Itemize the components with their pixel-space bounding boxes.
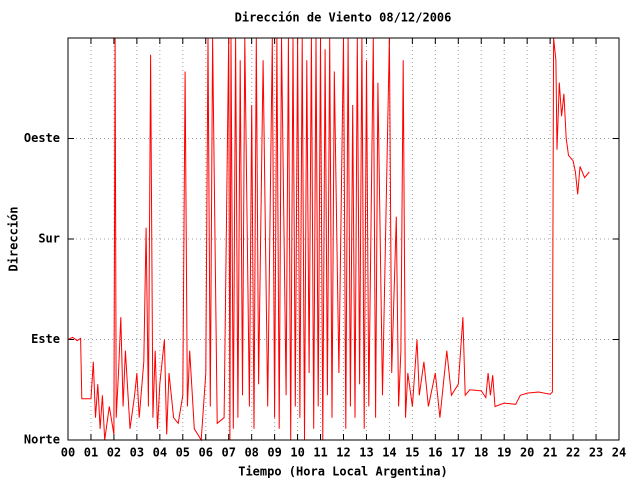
- x-tick-label: 01: [84, 446, 98, 460]
- data-line: [67, 37, 590, 442]
- chart-title: Dirección de Viento 08/12/2006: [235, 11, 452, 25]
- plot-border: [67, 37, 620, 441]
- y-tick-label: Oeste: [24, 131, 60, 145]
- x-tick-label: 08: [244, 446, 258, 460]
- x-tick-label: 07: [221, 446, 235, 460]
- x-tick-label: 17: [451, 446, 465, 460]
- x-tick-label: 16: [428, 446, 442, 460]
- y-axis-label: Dirección: [7, 206, 21, 271]
- x-tick-label: 20: [520, 446, 534, 460]
- x-tick-label: 02: [107, 446, 121, 460]
- x-tick-label: 18: [474, 446, 488, 460]
- x-tick-label: 03: [130, 446, 144, 460]
- y-tick-label: Este: [31, 332, 60, 346]
- x-tick-label: 12: [336, 446, 350, 460]
- x-tick-label: 13: [359, 446, 373, 460]
- x-tick-label: 19: [497, 446, 511, 460]
- x-tick-label: 10: [290, 446, 304, 460]
- x-tick-label: 00: [61, 446, 75, 460]
- x-tick-label: 11: [313, 446, 327, 460]
- x-tick-label: 06: [199, 446, 213, 460]
- x-axis-label: Tiempo (Hora Local Argentina): [238, 465, 448, 479]
- x-tick-label: 15: [405, 446, 419, 460]
- x-tick-label: 24: [612, 446, 626, 460]
- x-tick-label: 09: [267, 446, 281, 460]
- y-tick-label: Sur: [38, 232, 60, 246]
- x-tick-label: 21: [543, 446, 557, 460]
- x-tick-label: 22: [566, 446, 580, 460]
- x-tick-label: 14: [382, 446, 396, 460]
- y-tick-label: Norte: [24, 433, 60, 447]
- x-tick-label: 23: [589, 446, 603, 460]
- x-tick-label: 05: [176, 446, 190, 460]
- x-tick-label: 04: [153, 446, 167, 460]
